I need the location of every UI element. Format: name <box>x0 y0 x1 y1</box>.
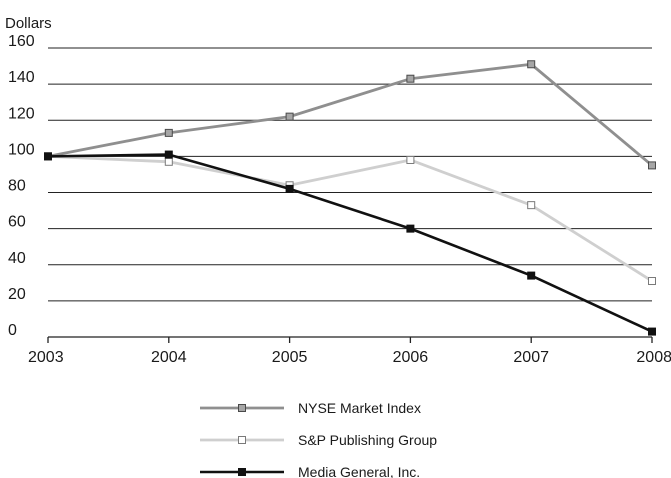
x-tick-label: 2005 <box>272 349 308 366</box>
y-tick-label: 80 <box>8 178 26 195</box>
data-point <box>648 161 656 170</box>
x-tick-label: 2008 <box>636 349 671 366</box>
series-line <box>47 153 653 333</box>
data-point <box>527 271 536 280</box>
data-point <box>406 224 415 233</box>
data-point <box>406 155 415 164</box>
x-tick-labels: 2003 2004 2005 2006 2007 2008 <box>28 349 671 366</box>
y-tick-label: 60 <box>8 214 26 231</box>
y-tick-label: 160 <box>8 33 35 50</box>
series-lines <box>44 60 656 336</box>
series-2 <box>44 150 656 336</box>
x-tick-label: 2003 <box>28 349 64 366</box>
data-point <box>44 152 52 161</box>
data-point <box>164 157 173 166</box>
data-point <box>406 74 415 83</box>
x-axis-tick-marks <box>47 337 653 343</box>
series-line <box>47 154 653 283</box>
y-tick-label: 0 <box>8 322 17 339</box>
legend-label: NYSE Market Index <box>298 400 421 416</box>
x-tick-label: 2004 <box>151 349 187 366</box>
data-point <box>164 128 173 137</box>
y-tick-label: 120 <box>8 105 35 122</box>
x-tick-label: 2006 <box>393 349 429 366</box>
data-point <box>164 150 173 159</box>
legend-entry: Media General, Inc. <box>200 464 420 478</box>
y-tick-labels: 0 20 40 60 80 100 120 140 160 <box>8 33 35 339</box>
legend-label: S&P Publishing Group <box>298 432 437 448</box>
legend-swatch-marker <box>238 404 246 412</box>
x-tick-label: 2007 <box>513 349 549 366</box>
y-tick-label: 40 <box>8 250 26 267</box>
data-point <box>527 60 536 69</box>
legend-entry: S&P Publishing Group <box>200 432 437 448</box>
gridlines <box>48 47 652 338</box>
legend-swatch-marker <box>238 468 246 476</box>
series-line <box>47 62 653 167</box>
data-point <box>285 112 294 121</box>
data-point <box>648 277 656 286</box>
data-point <box>527 201 536 210</box>
y-tick-label: 100 <box>8 141 35 158</box>
data-point <box>285 184 294 193</box>
legend-entry: NYSE Market Index <box>200 400 421 416</box>
legend: NYSE Market Index S&P Publishing Group Med… <box>200 400 437 478</box>
data-point <box>648 327 656 336</box>
series-0 <box>44 60 656 170</box>
y-tick-label: 140 <box>8 69 35 86</box>
y-axis-label: Dollars <box>5 15 52 32</box>
legend-swatch-marker <box>238 436 246 444</box>
y-tick-label: 20 <box>8 286 26 303</box>
legend-label: Media General, Inc. <box>298 464 420 478</box>
